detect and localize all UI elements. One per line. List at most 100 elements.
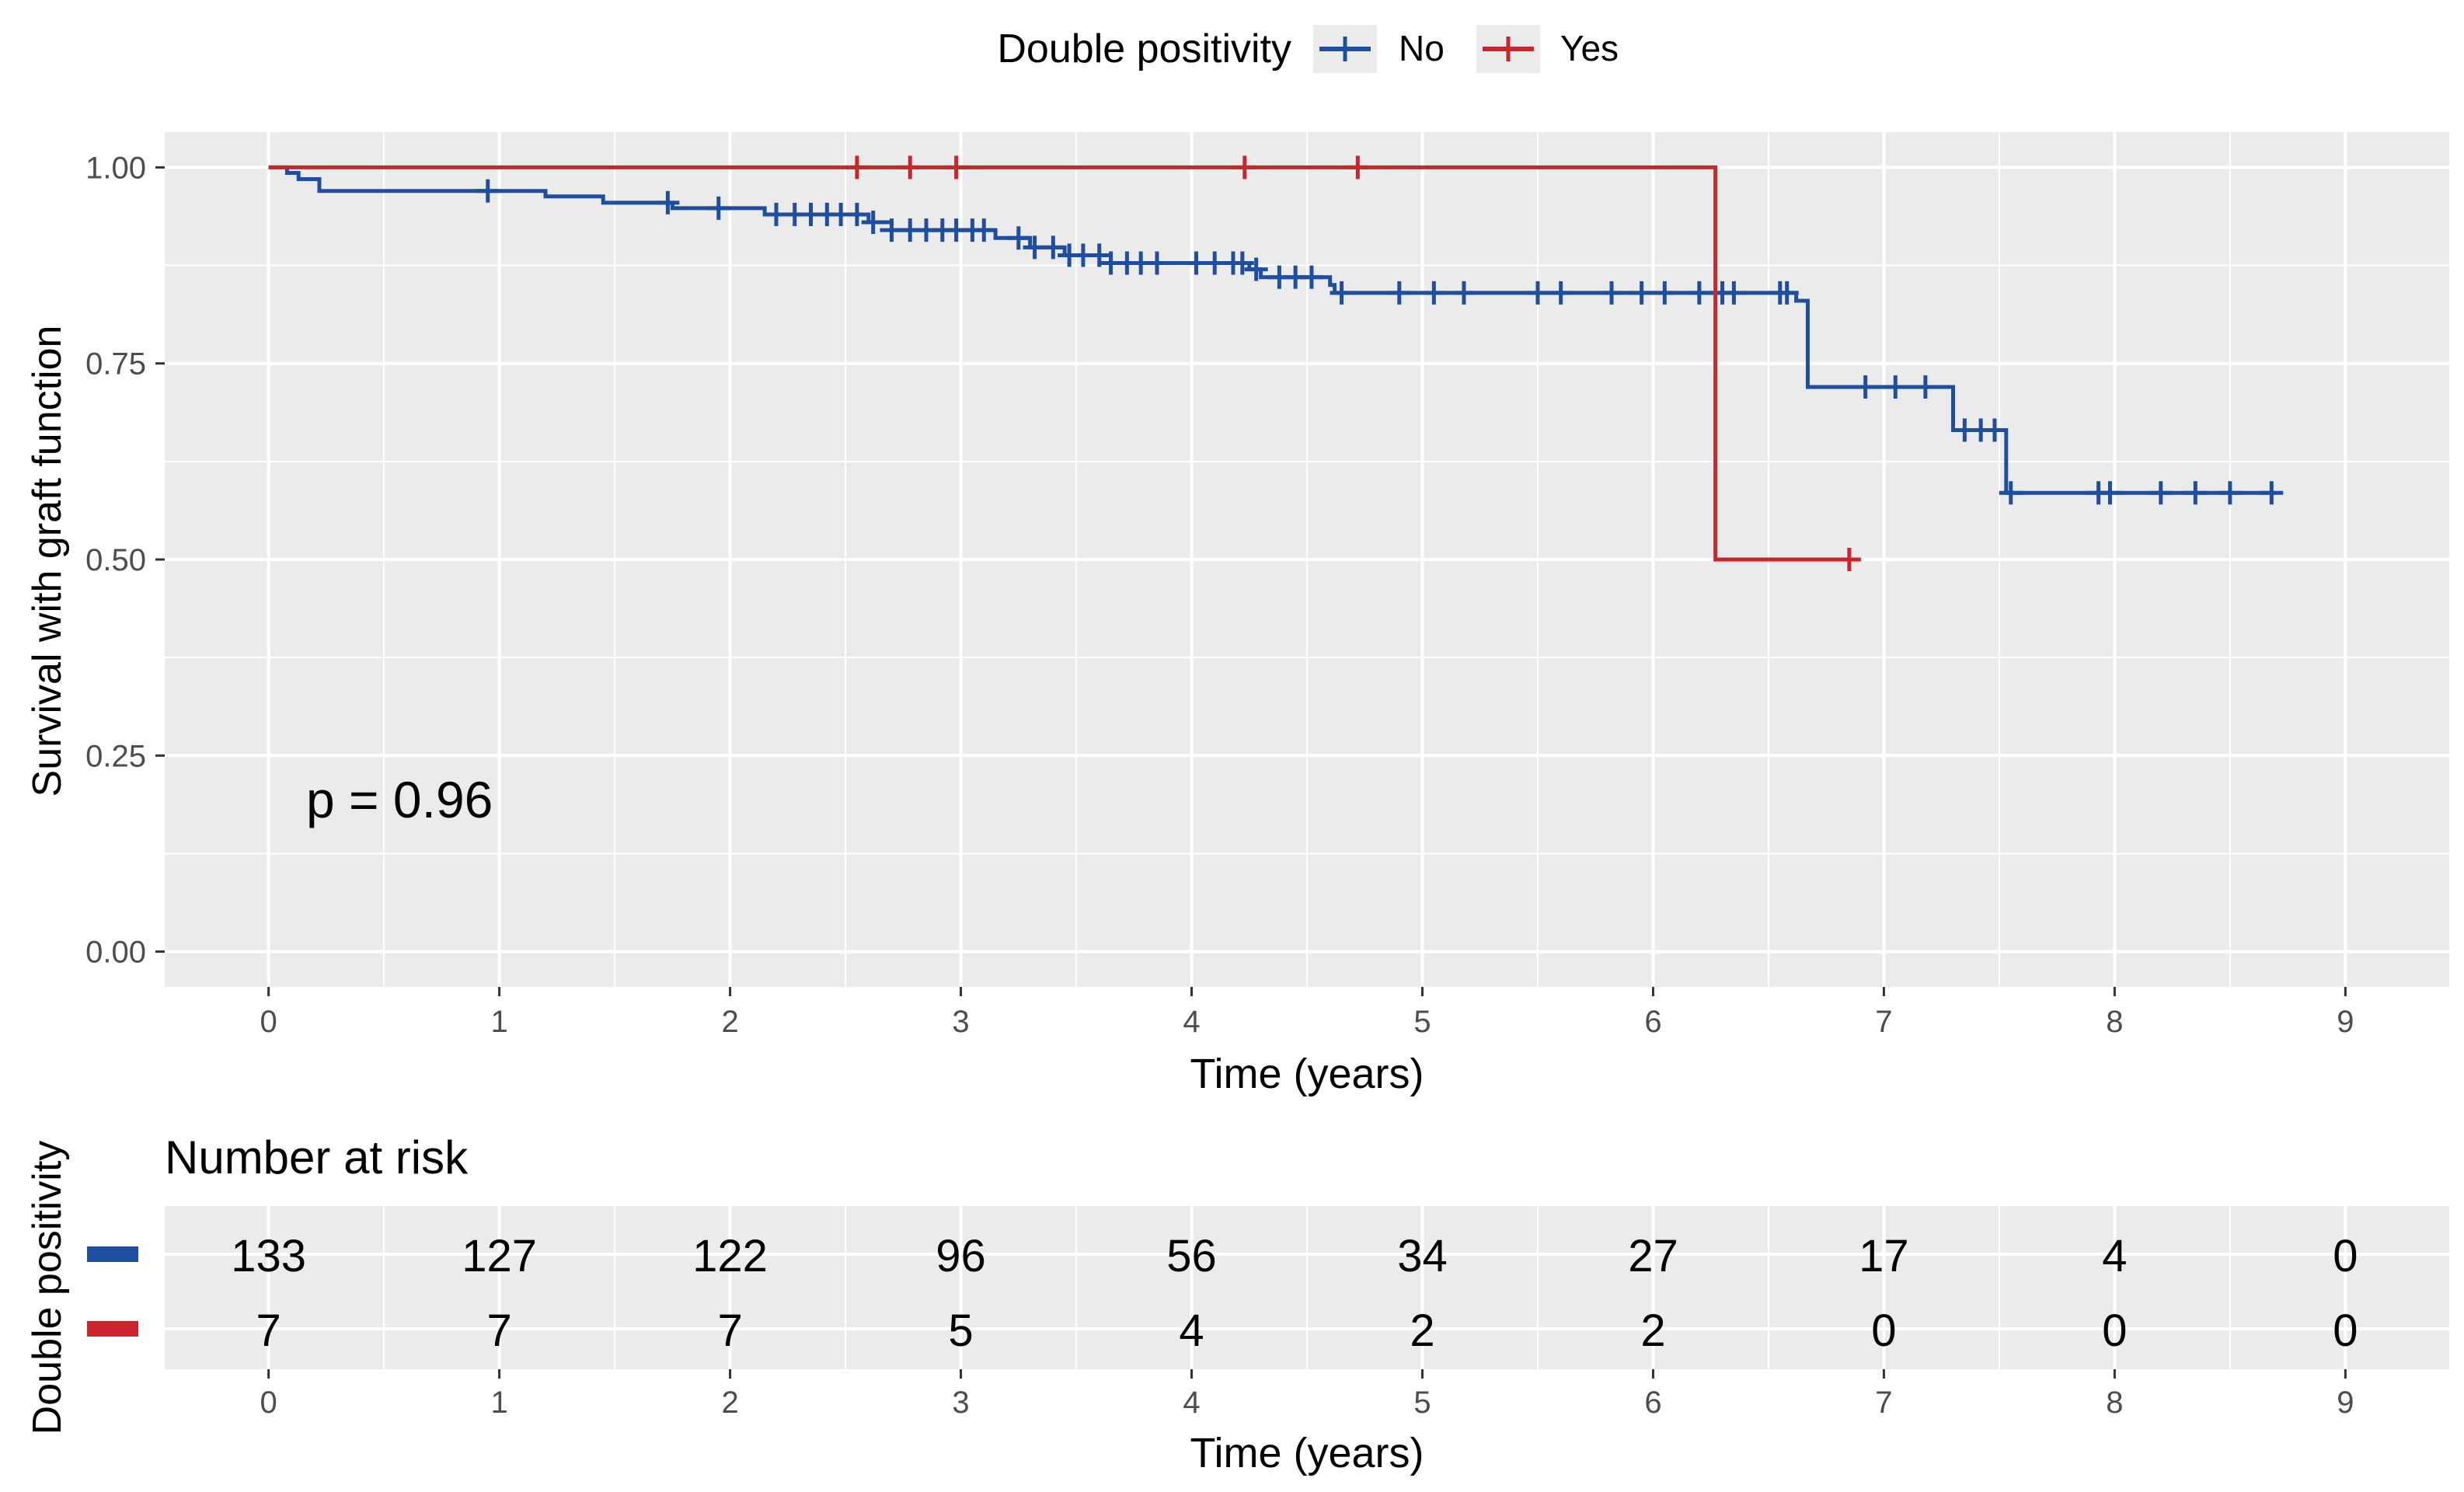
risk-table: Number at risk 133 127 122 96 56 34 27 17 4 07 7 7 5… (25, 1131, 2449, 1476)
risk-x-tick-label: 7 (1875, 1386, 1892, 1420)
risk-count: 0 (2333, 1306, 2358, 1356)
risk-count: 127 (462, 1231, 537, 1281)
y-tick-label: 0.50 (85, 543, 146, 577)
censor-mark (1653, 281, 1677, 305)
risk-count: 34 (1397, 1231, 1448, 1281)
censor-mark (2149, 481, 2173, 505)
y-axis-ticks: 0.00 0.25 0.50 0.75 1.00 (85, 151, 165, 970)
risk-count: 17 (1859, 1231, 1909, 1281)
risk-count: 7 (256, 1306, 281, 1356)
legend-label-yes: Yes (1560, 28, 1619, 68)
censor-mark (1452, 281, 1476, 305)
censor-mark (2098, 481, 2122, 505)
censor-mark (1722, 281, 1746, 305)
risk-count: 2 (1410, 1306, 1434, 1356)
risk-x-tick-label: 0 (260, 1386, 277, 1420)
series-yes (268, 155, 1861, 571)
risk-row-no: 133 127 122 96 56 34 27 17 4 0 (87, 1231, 2358, 1281)
risk-x-tick-label: 3 (952, 1386, 969, 1420)
risk-x-tick-label: 9 (2337, 1386, 2354, 1420)
x-tick-label: 6 (1644, 1005, 1661, 1039)
p-value-annotation: p = 0.96 (306, 771, 493, 828)
censor-mark (1884, 375, 1908, 399)
survival-plot: 0 1 2 3 4 5 6 7 8 9 0.00 0.25 0.50 0.75 1.00 p = 0.96… (25, 132, 2449, 1097)
risk-table-rows: 133 127 122 96 56 34 27 17 4 0 7 7 7 5 4 2 2 0 0 0 (87, 1231, 2358, 1356)
risk-table-title: Number at risk (165, 1131, 469, 1183)
censor-mark (2218, 481, 2242, 505)
censor-mark (845, 155, 869, 180)
legend-key-no-symbol (1319, 37, 1371, 61)
risk-count: 2 (1640, 1306, 1665, 1356)
censor-mark (1006, 226, 1030, 250)
risk-count: 5 (948, 1306, 973, 1356)
legend-key-yes-symbol (1483, 37, 1534, 61)
x-tick-label: 0 (260, 1005, 277, 1039)
risk-x-tick-label: 5 (1413, 1386, 1431, 1420)
risk-x-tick-label: 2 (721, 1386, 738, 1420)
censor-mark (1629, 281, 1654, 305)
censor-mark (972, 218, 996, 242)
x-tick-label: 1 (490, 1005, 507, 1039)
censor-mark (1244, 257, 1268, 281)
x-tick-label: 8 (2106, 1005, 2123, 1039)
risk-table-x-ticks: 0 1 2 3 4 5 6 7 8 9 (260, 1369, 2354, 1420)
risk-row-color-key (87, 1321, 138, 1337)
x-axis-ticks: 0 1 2 3 4 5 6 7 8 9 (260, 987, 2354, 1039)
risk-row-yes: 7 7 7 5 4 2 2 0 0 0 (87, 1306, 2358, 1356)
censor-mark (861, 211, 885, 235)
risk-row-color-key (87, 1246, 138, 1262)
censor-mark (1387, 281, 1411, 305)
censor-mark (1525, 281, 1549, 305)
risk-table-row-axis-title: Double positivity (25, 1141, 70, 1435)
censor-mark (944, 155, 968, 180)
survival-line-no (268, 165, 2277, 495)
legend-label-no: No (1399, 28, 1445, 68)
censor-mark (1549, 281, 1573, 305)
censor-mark (898, 155, 922, 180)
risk-count: 7 (717, 1306, 742, 1356)
legend-title: Double positivity (997, 26, 1291, 71)
censor-mark (1837, 548, 1861, 571)
censor-mark (2260, 481, 2284, 505)
legend: Double positivity No Yes (997, 25, 1619, 73)
risk-count: 122 (692, 1231, 768, 1281)
censor-mark (1422, 281, 1446, 305)
censor-mark (1982, 418, 2006, 442)
censor-mark (706, 196, 730, 220)
y-tick-label: 0.25 (85, 739, 146, 773)
censor-mark (845, 202, 869, 226)
risk-count: 4 (1179, 1306, 1204, 1356)
x-tick-label: 9 (2337, 1005, 2354, 1039)
y-axis-title: Survival with graft function (25, 326, 70, 797)
censor-mark (1775, 281, 1799, 305)
risk-x-tick-label: 8 (2106, 1386, 2123, 1420)
risk-count: 96 (936, 1231, 986, 1281)
plot-gridlines (165, 132, 2449, 987)
risk-count: 56 (1166, 1231, 1217, 1281)
x-tick-label: 3 (952, 1005, 969, 1039)
censor-mark (476, 179, 500, 203)
censor-mark (1232, 155, 1256, 180)
censor-mark (1330, 281, 1354, 305)
x-tick-label: 2 (721, 1005, 738, 1039)
censor-mark (1299, 265, 1323, 289)
risk-table-gridlines (165, 1206, 2449, 1369)
risk-count: 133 (231, 1231, 306, 1281)
risk-count: 7 (486, 1306, 511, 1356)
risk-count: 27 (1628, 1231, 1678, 1281)
risk-x-tick-label: 1 (490, 1386, 507, 1420)
y-tick-label: 0.75 (85, 347, 146, 382)
risk-count: 4 (2102, 1231, 2127, 1281)
censor-mark (1145, 251, 1169, 275)
y-tick-label: 1.00 (85, 151, 146, 185)
censor-mark (1600, 281, 1623, 305)
x-tick-label: 5 (1413, 1005, 1431, 1039)
censor-mark (1230, 251, 1254, 275)
risk-count: 0 (2333, 1231, 2358, 1281)
risk-table-x-axis-title: Time (years) (1190, 1430, 1424, 1476)
y-tick-label: 0.00 (85, 936, 146, 970)
censor-mark (656, 190, 680, 214)
survival-line-yes (268, 165, 1849, 562)
censor-mark (1913, 375, 1937, 399)
